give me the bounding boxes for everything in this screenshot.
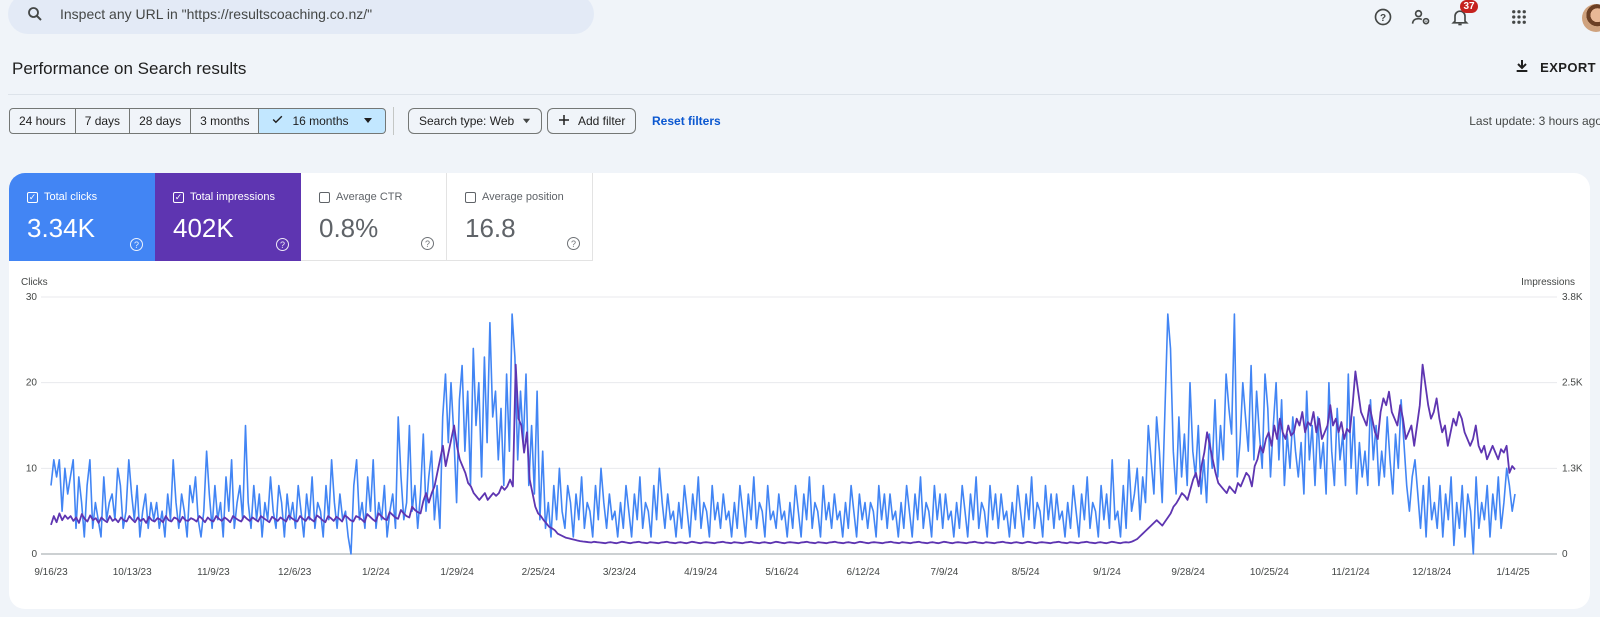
page-title: Performance on Search results: [12, 59, 247, 78]
left-tick-label: 30: [26, 292, 38, 303]
date-range-label: 24 hours: [19, 114, 66, 128]
download-icon: [1514, 58, 1530, 77]
metric-total-clicks[interactable]: ✓ Total clicks 3.34K ?: [9, 173, 155, 261]
dropdown-arrow-icon: [522, 114, 531, 128]
metric-value: 3.34K: [27, 213, 95, 243]
notifications-badge: 37: [1460, 0, 1478, 13]
right-tick-label: 3.8K: [1562, 292, 1583, 303]
metric-value: 402K: [173, 213, 234, 243]
checkbox-checked-icon[interactable]: ✓: [27, 191, 38, 203]
top-icons: ? 37: [1370, 0, 1600, 32]
header-divider: [8, 94, 1600, 95]
x-tick-label: 4/19/24: [684, 567, 718, 578]
metric-tiles: ✓ Total clicks 3.34K ? ✓ Total impressions…: [9, 173, 593, 261]
last-update-text: Last update: 3 hours ago: [1469, 114, 1600, 128]
checkbox-unchecked-icon[interactable]: [465, 191, 476, 203]
export-button[interactable]: EXPORT: [1514, 58, 1596, 77]
date-range-label: 3 months: [200, 114, 250, 128]
x-tick-label: 12/18/24: [1412, 567, 1451, 578]
right-tick-label: 0: [1562, 549, 1568, 560]
x-tick-label: 1/14/25: [1496, 567, 1530, 578]
x-tick-label: 1/29/24: [440, 567, 474, 578]
metric-label: Average CTR: [336, 191, 403, 203]
date-range-selector: 24 hours 7 days 28 days 3 months 16 mont…: [9, 108, 386, 134]
help-icon[interactable]: ?: [567, 237, 580, 250]
metric-label: Total impressions: [190, 191, 275, 203]
right-tick-label: 1.3K: [1562, 463, 1583, 474]
dropdown-arrow-icon[interactable]: [363, 114, 373, 128]
notifications-bell-icon[interactable]: 37: [1447, 0, 1478, 30]
x-tick-label: 11/21/24: [1331, 567, 1370, 578]
performance-card: ✓ Total clicks 3.34K ? ✓ Total impressions…: [9, 173, 1590, 609]
x-tick-label: 3/23/24: [603, 567, 637, 578]
x-tick-label: 12/6/23: [278, 567, 312, 578]
metric-value: 0.8%: [319, 213, 379, 243]
x-tick-label: 1/2/24: [362, 567, 390, 578]
x-tick-label: 5/16/24: [765, 567, 799, 578]
left-tick-label: 10: [26, 463, 38, 474]
date-range-label: 28 days: [139, 114, 182, 128]
x-tick-label: 2/25/24: [522, 567, 556, 578]
date-range-7-days[interactable]: 7 days: [75, 108, 131, 134]
right-axis-title: Impressions: [1521, 277, 1575, 288]
svg-text:?: ?: [1380, 13, 1386, 24]
help-icon[interactable]: ?: [130, 238, 143, 251]
date-range-label: 7 days: [84, 114, 121, 128]
series-line-clicks: [50, 313, 1516, 555]
settings-users-icon[interactable]: [1408, 4, 1434, 30]
filter-separator: [393, 107, 394, 135]
left-axis-title: Clicks: [21, 277, 48, 288]
series-line-impressions: [50, 363, 1516, 545]
add-filter-button[interactable]: Add filter: [547, 108, 637, 134]
date-range-28-days[interactable]: 28 days: [130, 108, 192, 134]
x-tick-label: 11/9/23: [197, 567, 230, 578]
date-range-label: 16 months: [292, 114, 349, 128]
metric-average-ctr[interactable]: Average CTR 0.8% ?: [301, 173, 447, 261]
metric-value: 16.8: [465, 213, 516, 243]
x-tick-label: 10/25/24: [1250, 567, 1289, 578]
date-range-16-months[interactable]: 16 months: [259, 108, 386, 134]
checkbox-unchecked-icon[interactable]: [319, 191, 330, 203]
date-range-3-months[interactable]: 3 months: [191, 108, 260, 134]
add-filter-label: Add filter: [578, 114, 626, 128]
checkbox-checked-icon[interactable]: ✓: [173, 191, 184, 203]
search-type-label: Search type: Web: [419, 114, 515, 128]
left-tick-label: 20: [26, 378, 38, 389]
search-type-filter[interactable]: Search type: Web: [408, 108, 543, 134]
export-label: EXPORT: [1540, 60, 1596, 75]
apps-grid-icon[interactable]: [1506, 4, 1532, 30]
x-tick-label: 8/5/24: [1012, 567, 1040, 578]
url-inspection-input[interactable]: [60, 6, 540, 22]
x-tick-label: 9/28/24: [1171, 567, 1205, 578]
date-range-24-hours[interactable]: 24 hours: [9, 108, 76, 134]
x-tick-label: 9/16/23: [34, 567, 68, 578]
x-tick-label: 6/12/24: [847, 567, 881, 578]
url-inspection-search[interactable]: [8, 0, 594, 34]
search-icon: [24, 3, 46, 25]
plus-icon: [558, 114, 570, 129]
metric-average-position[interactable]: Average position 16.8 ?: [447, 173, 593, 261]
metric-total-impressions[interactable]: ✓ Total impressions 402K ?: [155, 173, 301, 261]
top-bar: ? 37: [0, 0, 1600, 40]
right-tick-label: 2.5K: [1562, 378, 1583, 389]
left-tick-label: 0: [31, 549, 37, 560]
help-icon[interactable]: ?: [276, 238, 289, 251]
help-icon[interactable]: ?: [1370, 4, 1396, 30]
reset-filters-link[interactable]: Reset filters: [652, 114, 721, 128]
account-avatar[interactable]: [1582, 4, 1600, 32]
x-tick-label: 10/13/23: [113, 567, 152, 578]
metric-label: Average position: [482, 191, 564, 203]
performance-chart[interactable]: Clicks Impressions 0 0 10 1.3K 20 2.5K 30 3.8K 9/1…: [9, 271, 1590, 601]
metric-label: Total clicks: [44, 191, 98, 203]
x-tick-label: 7/9/24: [931, 567, 959, 578]
help-icon[interactable]: ?: [421, 237, 434, 250]
x-tick-label: 9/1/24: [1093, 567, 1121, 578]
check-icon: [271, 113, 284, 129]
